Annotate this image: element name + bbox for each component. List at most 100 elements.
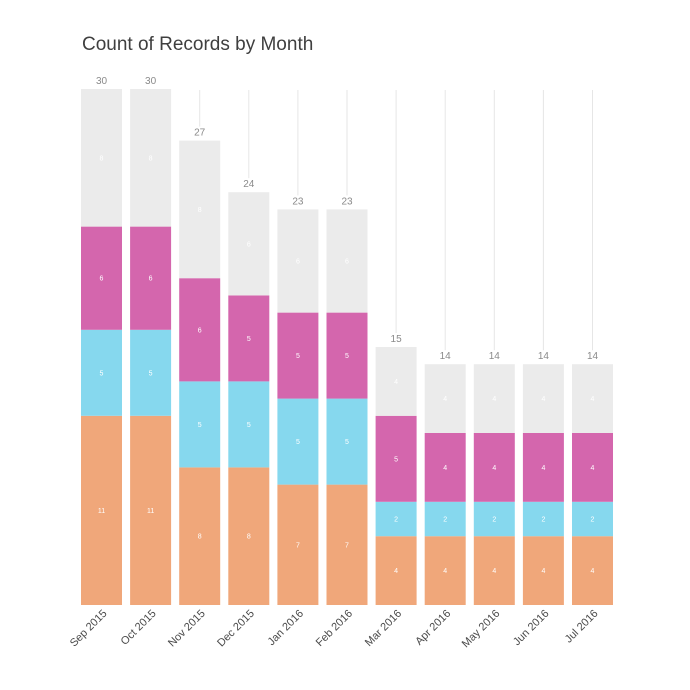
segment-value-label: 2 xyxy=(591,517,595,524)
bar-segment xyxy=(277,398,319,485)
segment-value-label: 2 xyxy=(443,517,447,524)
bar-segment xyxy=(130,226,172,330)
bar-segment xyxy=(81,226,122,330)
x-axis-tick-label: Jul 2016 xyxy=(563,608,601,646)
bar-segment xyxy=(572,364,613,433)
bar-segment xyxy=(522,501,564,537)
segment-value-label: 4 xyxy=(541,465,545,472)
segment-value-label: 6 xyxy=(100,276,104,283)
segment-value-label: 5 xyxy=(149,370,153,377)
segment-value-label: 7 xyxy=(345,542,349,549)
x-axis-tick-label: Feb 2016 xyxy=(314,608,355,649)
segment-value-label: 8 xyxy=(100,155,104,162)
bar-total-label: 15 xyxy=(391,334,403,345)
chart-title: Count of Records by Month xyxy=(82,34,314,55)
bar-total-label: 27 xyxy=(194,128,206,139)
segment-value-label: 5 xyxy=(198,422,202,429)
bar-segment xyxy=(375,536,417,605)
segment-value-label: 4 xyxy=(443,568,447,575)
segment-value-label: 2 xyxy=(492,517,496,524)
bar-segment xyxy=(81,415,122,605)
segment-value-label: 5 xyxy=(296,439,300,446)
segment-value-label: 6 xyxy=(149,276,153,283)
bar-segment xyxy=(473,433,515,502)
bar-segment xyxy=(130,329,172,416)
segment-value-label: 4 xyxy=(541,568,545,575)
segment-value-label: 4 xyxy=(541,396,545,403)
segment-value-label: 2 xyxy=(394,517,398,524)
bar-total-label: 30 xyxy=(96,76,108,87)
bar-segment xyxy=(326,209,368,313)
bar-segment xyxy=(130,89,172,227)
segment-value-label: 2 xyxy=(541,517,545,524)
bar-total-label: 14 xyxy=(489,351,501,362)
bar-segment xyxy=(375,347,417,416)
segment-value-label: 5 xyxy=(100,370,104,377)
bar-segment xyxy=(228,192,270,296)
segment-value-label: 4 xyxy=(443,465,447,472)
bar-segment xyxy=(424,536,466,605)
bar-segment xyxy=(179,467,221,605)
bar-total-label: 23 xyxy=(292,196,304,207)
bar-segment xyxy=(375,415,417,502)
segment-value-label: 4 xyxy=(591,396,595,403)
x-axis-tick-label: Oct 2015 xyxy=(119,608,159,648)
bar-segment xyxy=(473,501,515,537)
bar-segment xyxy=(179,381,221,468)
segment-value-label: 6 xyxy=(296,259,300,266)
segment-value-label: 4 xyxy=(394,379,398,386)
bar-segment xyxy=(522,433,564,502)
segment-value-label: 5 xyxy=(296,353,300,360)
segment-value-label: 5 xyxy=(247,336,251,343)
segment-value-label: 4 xyxy=(492,568,496,575)
segment-value-label: 4 xyxy=(492,396,496,403)
x-axis-tick-label: Nov 2015 xyxy=(166,608,208,650)
bar-segment xyxy=(572,433,613,502)
bar-total-label: 23 xyxy=(341,196,353,207)
bar-segment xyxy=(375,501,417,537)
segment-value-label: 5 xyxy=(394,456,398,463)
bar-segment xyxy=(81,89,122,227)
bar-segment xyxy=(130,415,172,605)
bar-segment xyxy=(228,467,270,605)
bar-segment xyxy=(473,364,515,433)
bar-segment xyxy=(228,381,270,468)
bar-segment xyxy=(179,278,221,382)
segment-value-label: 7 xyxy=(296,542,300,549)
bar-total-label: 24 xyxy=(243,179,255,190)
bar-segment xyxy=(277,209,319,313)
segment-value-label: 6 xyxy=(198,327,202,334)
bar-segment xyxy=(326,398,368,485)
bar-segment xyxy=(424,364,466,433)
bar-segment xyxy=(179,140,221,279)
x-axis-tick-label: Mar 2016 xyxy=(363,608,404,649)
segment-value-label: 5 xyxy=(345,353,349,360)
segment-value-label: 8 xyxy=(149,155,153,162)
bar-segment xyxy=(424,433,466,502)
segment-value-label: 4 xyxy=(394,568,398,575)
segment-value-label: 8 xyxy=(198,207,202,214)
bar-segment xyxy=(572,536,613,605)
x-axis-tick-label: Jun 2016 xyxy=(511,608,551,648)
segment-value-label: 4 xyxy=(591,568,595,575)
segment-value-label: 11 xyxy=(147,508,154,515)
segment-value-label: 5 xyxy=(247,422,251,429)
segment-value-label: 4 xyxy=(591,465,595,472)
x-axis-tick-label: Sep 2015 xyxy=(68,608,110,650)
bar-segment xyxy=(228,295,270,382)
bar-segment xyxy=(277,312,319,399)
bar-segment xyxy=(424,501,466,537)
segment-value-label: 5 xyxy=(345,439,349,446)
segment-value-label: 4 xyxy=(443,396,447,403)
bar-total-label: 14 xyxy=(538,351,550,362)
segment-value-label: 4 xyxy=(492,465,496,472)
segment-value-label: 8 xyxy=(247,534,251,541)
segment-value-label: 11 xyxy=(98,508,105,515)
x-axis-tick-label: Apr 2016 xyxy=(413,608,453,648)
segment-value-label: 8 xyxy=(198,534,202,541)
bar-total-label: 14 xyxy=(440,351,452,362)
bar-total-label: 30 xyxy=(145,76,157,87)
bar-segment xyxy=(473,536,515,605)
bar-segment xyxy=(522,536,564,605)
